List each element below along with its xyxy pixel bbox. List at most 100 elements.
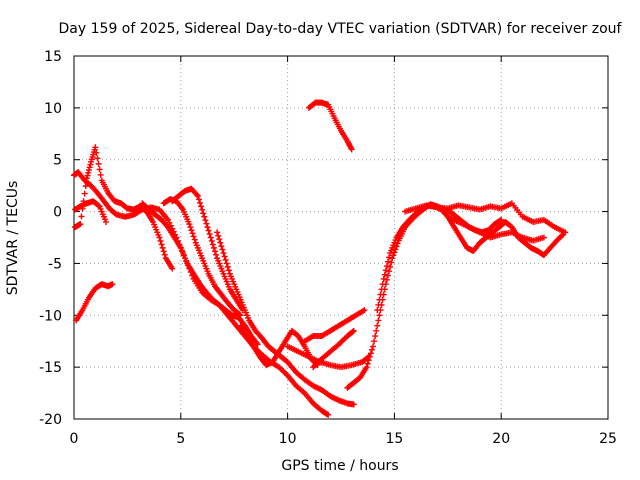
data-point xyxy=(213,251,220,258)
series-arc-l xyxy=(310,327,357,371)
data-point xyxy=(383,276,390,283)
series-arc-c xyxy=(72,198,110,225)
data-point xyxy=(200,210,207,217)
data-point xyxy=(158,241,165,248)
data-point xyxy=(194,193,201,200)
axis-ticks: 0 5 10 15 20 25 15 10 5 0 -5 -10 -15 -20 xyxy=(39,49,617,447)
y-tick-label: 0 xyxy=(53,205,62,221)
y-tick-label: 10 xyxy=(44,101,62,117)
data-point xyxy=(224,263,231,270)
chart-title: Day 159 of 2025, Sidereal Day-to-day VTE… xyxy=(59,21,623,37)
data-point xyxy=(377,291,384,298)
data-point xyxy=(366,353,373,360)
data-point xyxy=(387,263,394,270)
data-point xyxy=(161,251,168,258)
data-point xyxy=(211,248,218,255)
x-tick-label: 20 xyxy=(492,431,510,447)
data-point xyxy=(562,229,569,236)
data-point xyxy=(84,172,91,179)
data-point xyxy=(254,341,261,348)
data-point xyxy=(193,191,200,198)
data-point xyxy=(376,296,383,303)
data-point xyxy=(93,149,100,156)
y-tick-label: 5 xyxy=(53,153,62,169)
y-tick-label: 15 xyxy=(44,49,62,65)
data-point xyxy=(204,224,211,231)
data-point xyxy=(384,258,391,265)
data-point xyxy=(195,196,202,203)
data-point xyxy=(236,311,243,318)
data-point xyxy=(87,161,94,168)
data-point xyxy=(81,190,88,197)
series-arc-h xyxy=(214,229,357,408)
data-point xyxy=(159,244,166,251)
x-tick-label: 15 xyxy=(385,431,403,447)
data-point xyxy=(210,244,217,251)
data-point xyxy=(156,234,163,241)
data-point xyxy=(85,169,92,176)
y-tick-label: -10 xyxy=(39,308,62,324)
data-point xyxy=(374,307,381,314)
data-point xyxy=(393,243,400,250)
data-point xyxy=(201,213,208,220)
data-point xyxy=(223,260,230,267)
data-point xyxy=(95,160,102,167)
data-point xyxy=(371,338,378,345)
data-point xyxy=(378,286,385,293)
data-point xyxy=(214,229,221,236)
data-point xyxy=(368,346,375,353)
data-point xyxy=(348,146,355,153)
x-tick-label: 10 xyxy=(279,431,297,447)
data-point xyxy=(325,411,332,418)
y-tick-label: -5 xyxy=(48,256,62,272)
data-point xyxy=(217,239,224,246)
data-point xyxy=(169,265,176,272)
data-point xyxy=(390,252,397,259)
data-point xyxy=(219,246,226,253)
data-point xyxy=(386,268,393,275)
data-point xyxy=(190,233,197,240)
data-point xyxy=(370,343,377,350)
data-point xyxy=(215,232,222,239)
data-point xyxy=(206,231,213,238)
data-point xyxy=(361,307,368,314)
data-point xyxy=(77,221,84,228)
data-point xyxy=(202,217,209,224)
data-point xyxy=(95,202,102,209)
data-point xyxy=(78,213,85,220)
data-point xyxy=(216,236,223,243)
data-point xyxy=(220,250,227,257)
data-point xyxy=(386,254,393,261)
data-point xyxy=(96,166,103,173)
data-point xyxy=(218,243,225,250)
data-point xyxy=(191,236,198,243)
data-point xyxy=(363,364,370,371)
data-point xyxy=(186,221,193,228)
data-point xyxy=(388,259,395,266)
data-point xyxy=(384,272,391,279)
y-tick-label: -15 xyxy=(39,360,62,376)
data-point xyxy=(222,256,229,263)
data-point xyxy=(540,234,547,241)
data-point xyxy=(382,267,389,274)
data-point xyxy=(375,301,382,308)
series-arc-i xyxy=(237,322,321,369)
data-point xyxy=(86,164,93,171)
data-point xyxy=(203,220,210,227)
series-arc-j xyxy=(284,343,372,371)
data-point xyxy=(394,240,401,247)
series-arc-q xyxy=(444,213,547,244)
plot-frame xyxy=(73,55,609,420)
data-point xyxy=(225,267,232,274)
data-point xyxy=(85,167,92,174)
data-point xyxy=(208,237,215,244)
data-point xyxy=(187,224,194,231)
data-point xyxy=(197,199,204,206)
data-point xyxy=(199,206,206,213)
data-point xyxy=(380,275,387,282)
series-arc-d xyxy=(73,281,116,324)
data-point xyxy=(198,203,205,210)
data-point xyxy=(209,241,216,248)
data-point xyxy=(375,317,382,324)
data-point xyxy=(389,255,396,262)
